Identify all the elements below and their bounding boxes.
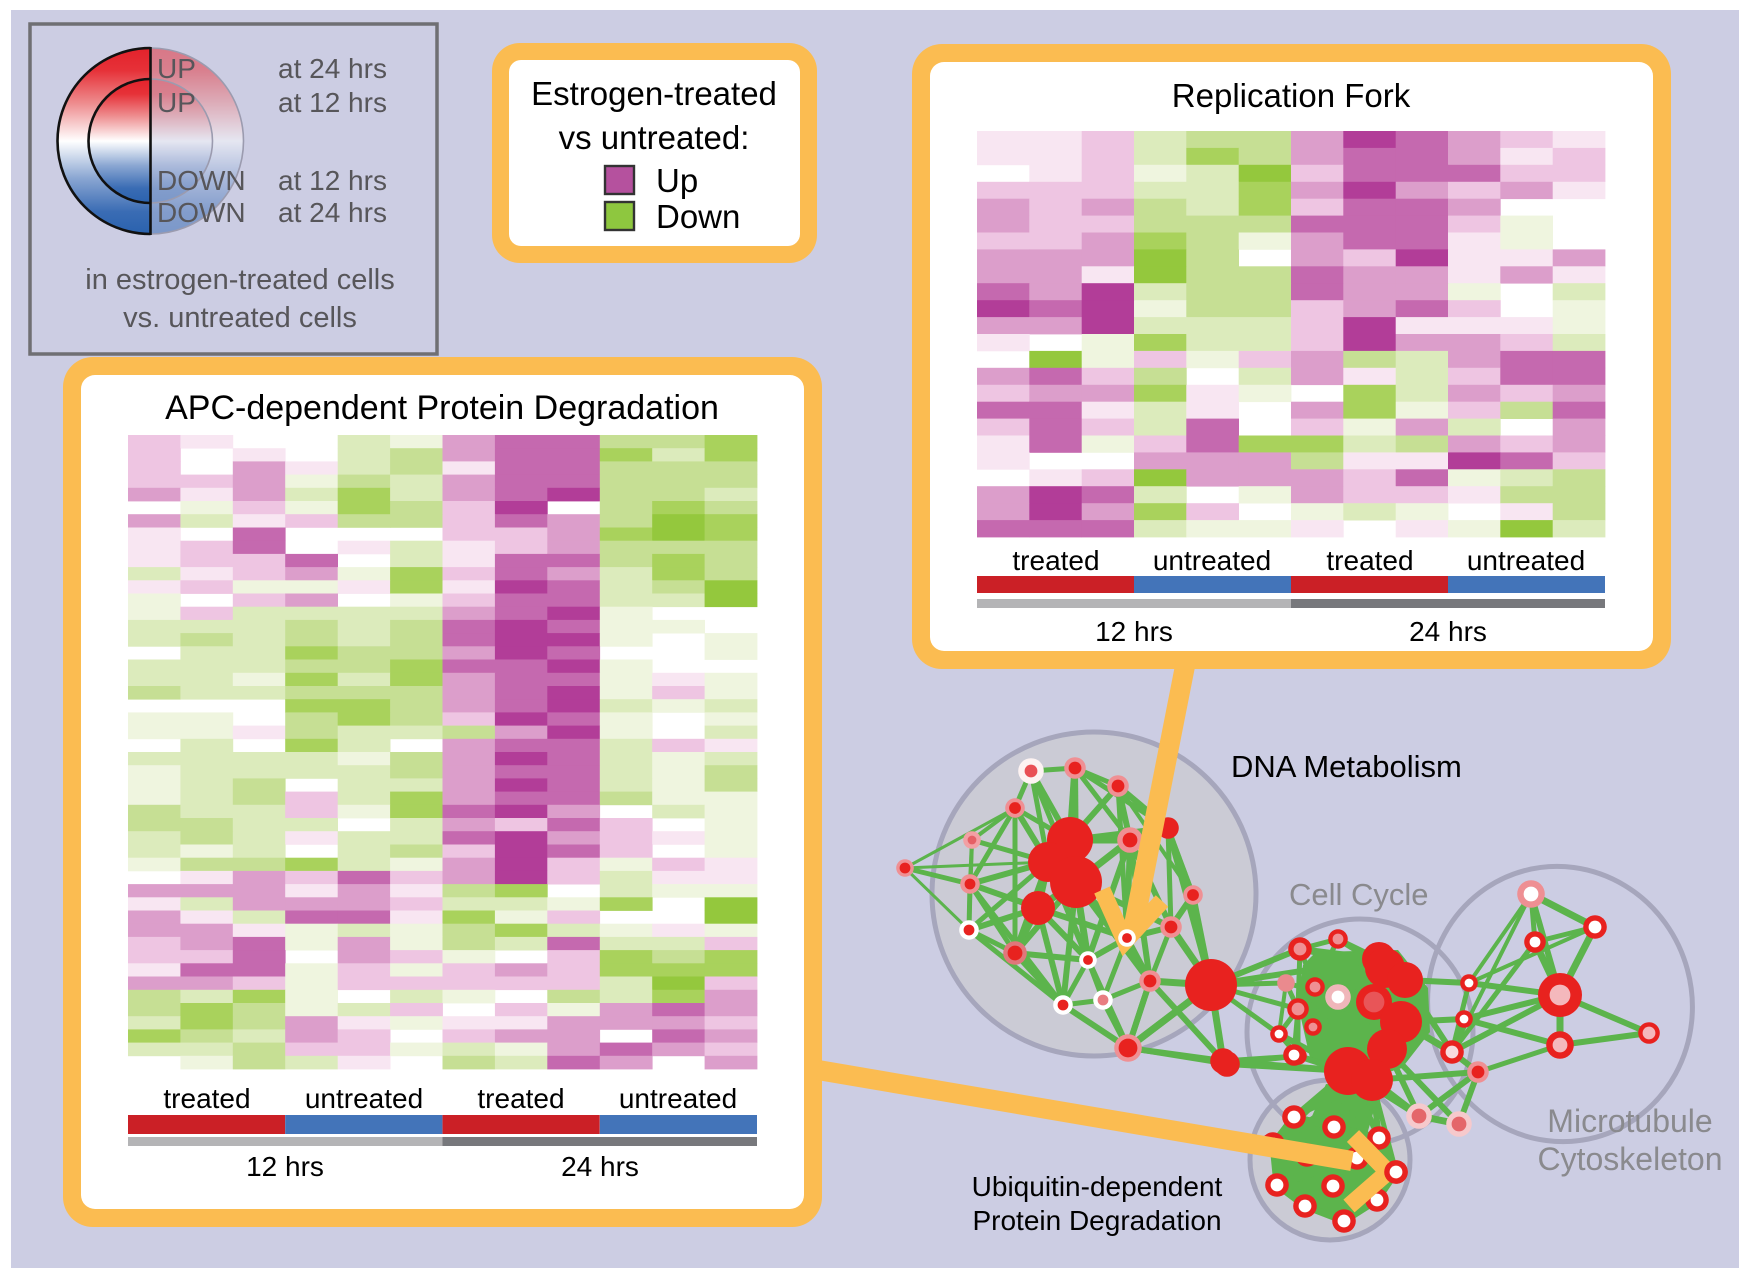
svg-text:DNA Metabolism: DNA Metabolism bbox=[1231, 749, 1462, 784]
svg-text:at 12 hrs: at 12 hrs bbox=[278, 87, 387, 118]
svg-text:UP: UP bbox=[157, 53, 196, 84]
svg-text:APC-dependent Protein Degradat: APC-dependent Protein Degradation bbox=[165, 389, 719, 427]
svg-text:Cell Cycle: Cell Cycle bbox=[1289, 877, 1429, 912]
svg-text:untreated: untreated bbox=[619, 1083, 737, 1114]
svg-text:vs untreated:: vs untreated: bbox=[559, 119, 750, 156]
svg-text:treated: treated bbox=[1326, 545, 1413, 576]
svg-text:treated: treated bbox=[477, 1083, 564, 1114]
svg-text:Protein Degradation: Protein Degradation bbox=[972, 1205, 1221, 1236]
svg-text:in estrogen-treated cells: in estrogen-treated cells bbox=[85, 264, 395, 296]
svg-text:Ubiquitin-dependent: Ubiquitin-dependent bbox=[972, 1171, 1223, 1202]
svg-text:at 24 hrs: at 24 hrs bbox=[278, 197, 387, 228]
svg-text:untreated: untreated bbox=[305, 1083, 423, 1114]
svg-text:untreated: untreated bbox=[1153, 545, 1271, 576]
svg-text:treated: treated bbox=[1012, 545, 1099, 576]
svg-text:at 12 hrs: at 12 hrs bbox=[278, 165, 387, 196]
svg-text:at 24 hrs: at 24 hrs bbox=[278, 53, 387, 84]
svg-text:treated: treated bbox=[163, 1083, 250, 1114]
svg-text:24 hrs: 24 hrs bbox=[1409, 616, 1487, 647]
svg-text:12 hrs: 12 hrs bbox=[1095, 616, 1173, 647]
svg-text:vs. untreated cells: vs. untreated cells bbox=[123, 302, 357, 334]
svg-text:12 hrs: 12 hrs bbox=[246, 1151, 324, 1182]
svg-text:Up: Up bbox=[656, 162, 698, 199]
svg-text:untreated: untreated bbox=[1467, 545, 1585, 576]
svg-text:DOWN: DOWN bbox=[157, 165, 246, 196]
svg-text:Microtubule: Microtubule bbox=[1547, 1103, 1712, 1139]
svg-text:Cytoskeleton: Cytoskeleton bbox=[1538, 1141, 1723, 1177]
svg-text:24 hrs: 24 hrs bbox=[561, 1151, 639, 1182]
svg-text:Down: Down bbox=[656, 198, 740, 235]
svg-text:UP: UP bbox=[157, 87, 196, 118]
svg-text:Replication Fork: Replication Fork bbox=[1172, 77, 1411, 114]
svg-text:DOWN: DOWN bbox=[157, 197, 246, 228]
svg-text:Estrogen-treated: Estrogen-treated bbox=[531, 75, 777, 112]
